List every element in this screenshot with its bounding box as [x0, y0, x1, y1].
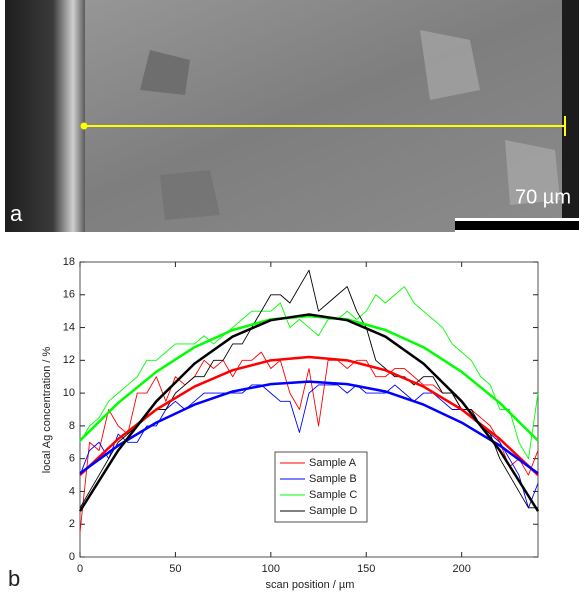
x-tick-label: 0	[77, 563, 83, 575]
x-tick-label: 200	[452, 563, 470, 575]
panel-label: b	[8, 566, 20, 591]
legend-label: Sample C	[309, 489, 357, 501]
fit-line	[79, 355, 539, 476]
y-tick-label: 14	[63, 321, 75, 333]
y-tick-label: 10	[63, 387, 75, 399]
x-tick-label: 100	[262, 563, 280, 575]
y-axis-label: local Ag concentration / %	[41, 346, 53, 473]
data-line	[79, 286, 539, 460]
y-tick-label: 12	[63, 354, 75, 366]
fit-line	[78, 313, 540, 512]
panel-label: a	[10, 201, 23, 226]
x-axis-label: scan position / µm	[266, 579, 355, 591]
y-tick-label: 2	[69, 518, 75, 530]
legend-label: Sample A	[309, 457, 357, 469]
scale-label: 70 µm	[515, 186, 571, 208]
y-tick-label: 18	[63, 256, 75, 268]
fit-line	[79, 380, 539, 475]
y-tick-label: 6	[69, 453, 75, 465]
legend-box	[274, 451, 368, 523]
y-tick-label: 16	[63, 289, 75, 301]
y-tick-label: 8	[69, 420, 75, 432]
legend-label: Sample B	[309, 473, 357, 485]
fit-line	[79, 314, 539, 442]
y-tick-label: 4	[69, 485, 75, 497]
x-tick-label: 150	[357, 563, 375, 575]
y-tick-label: 0	[69, 551, 75, 563]
x-tick-label: 50	[169, 563, 181, 575]
sem-image: a 70 µm	[5, 0, 579, 232]
legend-label: Sample D	[309, 505, 357, 517]
